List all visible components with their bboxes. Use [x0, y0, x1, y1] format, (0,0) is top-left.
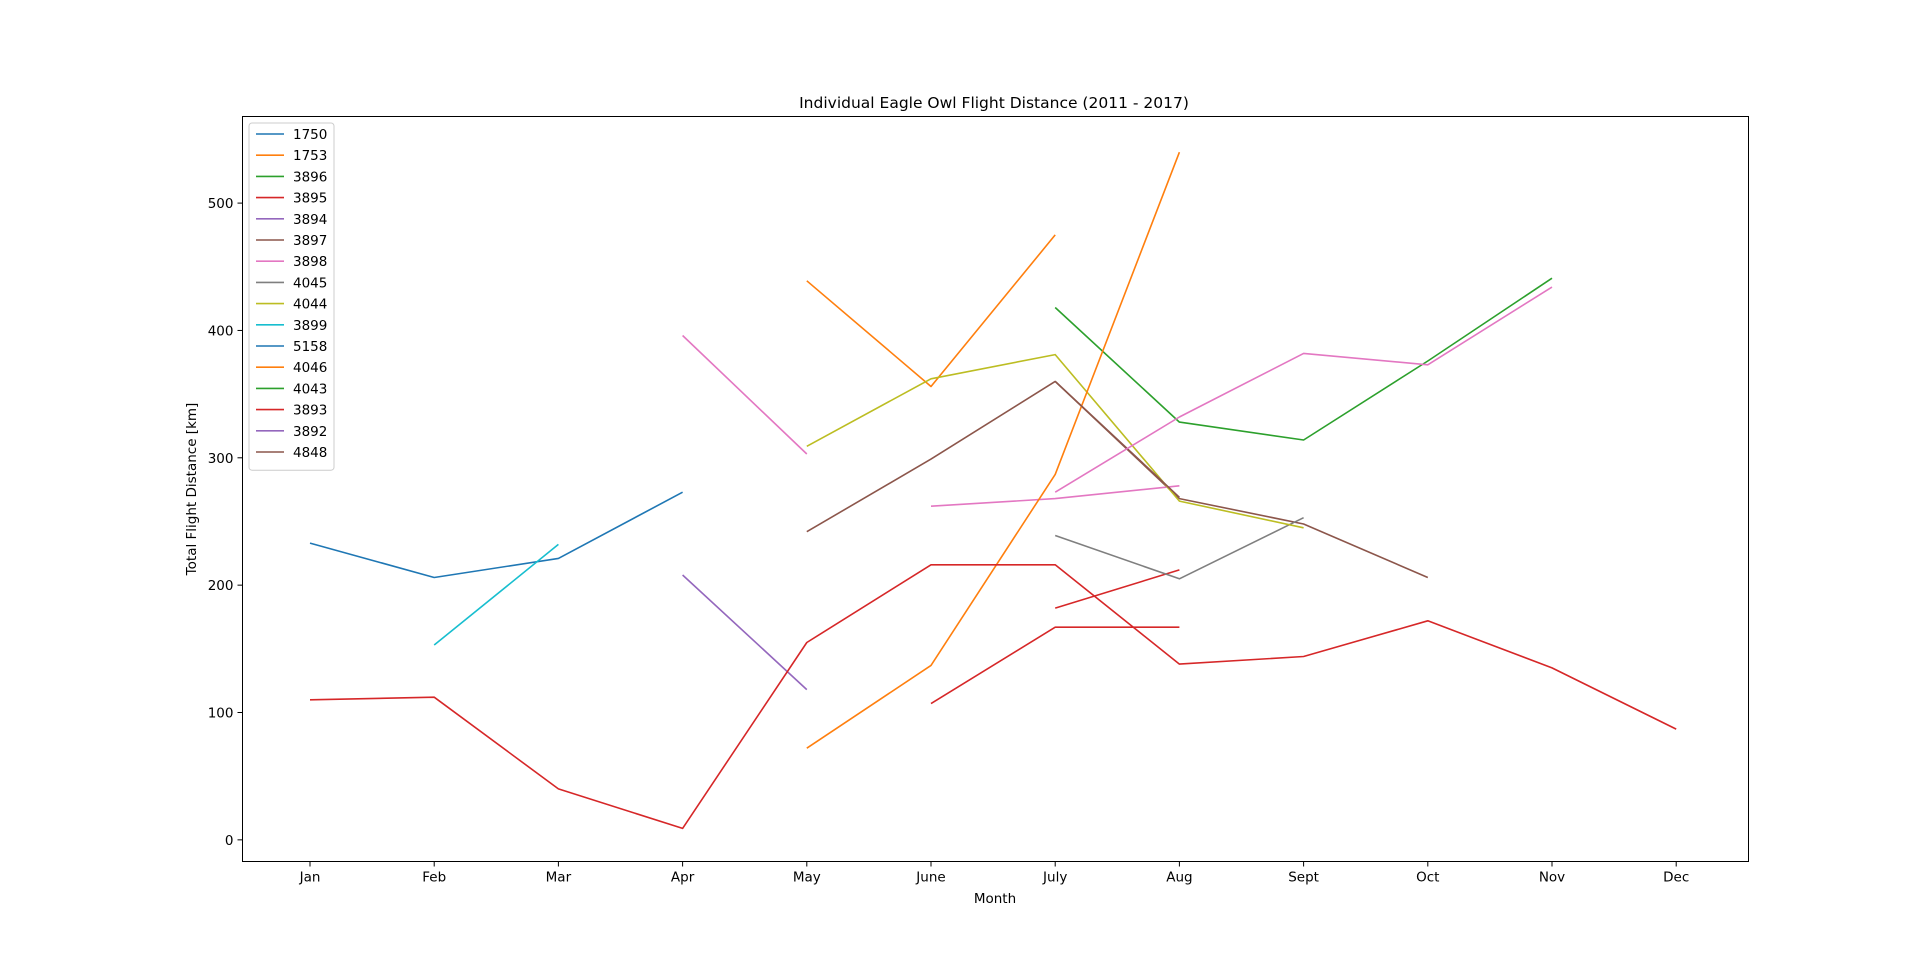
series-line-2: [1054, 277, 1553, 441]
series-line-1: [806, 234, 1056, 388]
y-tick-label: 200: [208, 578, 234, 594]
series-line-9: [433, 543, 559, 646]
legend-label: 1750: [293, 127, 327, 143]
chart-title: Individual Eagle Owl Flight Distance (20…: [799, 94, 1189, 112]
y-axis-label: Total Flight Distance [km]: [184, 403, 200, 577]
x-tick-label: Oct: [1416, 870, 1439, 886]
x-tick-label: Nov: [1539, 870, 1565, 886]
legend-label: 4044: [293, 297, 327, 313]
x-tick-label: June: [915, 870, 945, 886]
y-tick-label: 300: [208, 451, 234, 467]
legend-label: 3892: [293, 424, 327, 440]
x-tick-label: Dec: [1663, 870, 1689, 886]
x-tick-label: Aug: [1166, 870, 1192, 886]
series-line-11: [806, 151, 1181, 749]
x-tick-label: Apr: [671, 870, 695, 886]
series-line-7: [1054, 516, 1304, 580]
legend: 1750 1753 3896 3895 3894 3897 3898 4045 4044 3899…: [248, 122, 335, 471]
legend-label: 4043: [293, 381, 327, 397]
plot-frame: [242, 116, 1749, 862]
series-line-16: [682, 334, 808, 455]
series-line-13: [309, 563, 1677, 830]
legend-label: 3897: [293, 233, 327, 249]
series-line-17: [1054, 286, 1553, 493]
series-line-8: [806, 353, 1304, 529]
series-line-15: [806, 380, 1180, 533]
x-axis: Jan Feb Mar Apr May June July Aug Sept Oct Nov Dec: [299, 861, 1689, 886]
legend-label: 3895: [293, 191, 327, 207]
y-axis: 0 100 200 300 400 500: [208, 196, 243, 849]
y-tick-label: 500: [208, 196, 234, 212]
y-tick-label: 400: [208, 323, 234, 339]
legend-label: 4848: [293, 445, 327, 461]
series-line-3: [1054, 569, 1180, 609]
x-tick-label: Jan: [299, 870, 321, 886]
legend-box: [248, 122, 335, 471]
x-axis-label: Month: [974, 891, 1016, 907]
legend-label: 3896: [293, 169, 327, 185]
x-tick-label: Sept: [1288, 870, 1319, 886]
legend-label: 3894: [293, 212, 327, 228]
series-line-6: [930, 485, 1180, 507]
series-line-18: [930, 626, 1180, 705]
plot-lines: [309, 151, 1677, 830]
x-tick-label: Mar: [546, 870, 572, 886]
x-tick-label: May: [793, 870, 821, 886]
legend-label: 5158: [293, 339, 327, 355]
legend-label: 4045: [293, 275, 327, 291]
legend-label: 3898: [293, 254, 327, 270]
x-tick-label: Feb: [422, 870, 446, 886]
y-tick-label: 0: [225, 833, 234, 849]
series-line-0: [309, 491, 683, 579]
y-tick-label: 100: [208, 706, 234, 722]
legend-label: 4046: [293, 360, 327, 376]
legend-label: 3899: [293, 318, 327, 334]
legend-label: 1753: [293, 148, 327, 164]
series-line-4: [682, 574, 808, 691]
x-tick-label: July: [1042, 870, 1067, 886]
legend-label: 3893: [293, 403, 327, 419]
